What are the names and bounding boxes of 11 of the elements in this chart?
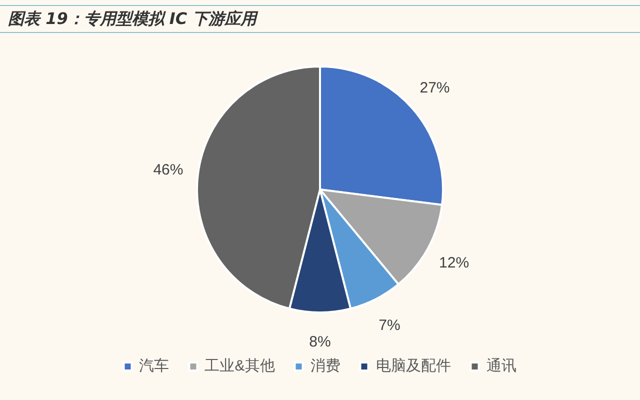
data-label: 12% xyxy=(439,254,470,272)
data-label: 27% xyxy=(420,79,450,96)
data-label: 8% xyxy=(309,334,331,351)
legend-label: 工业&其他 xyxy=(204,358,275,375)
data-label: 7% xyxy=(378,316,400,334)
chart-title: 图表 19：专用型模拟 IC 下游应用 xyxy=(8,9,257,29)
legend-label: 汽车 xyxy=(139,358,170,375)
legend-label: 通讯 xyxy=(486,358,516,375)
legend-label: 消费 xyxy=(310,358,340,375)
legend-label: 电脑及配件 xyxy=(376,358,451,375)
data-label: 46% xyxy=(153,161,184,178)
